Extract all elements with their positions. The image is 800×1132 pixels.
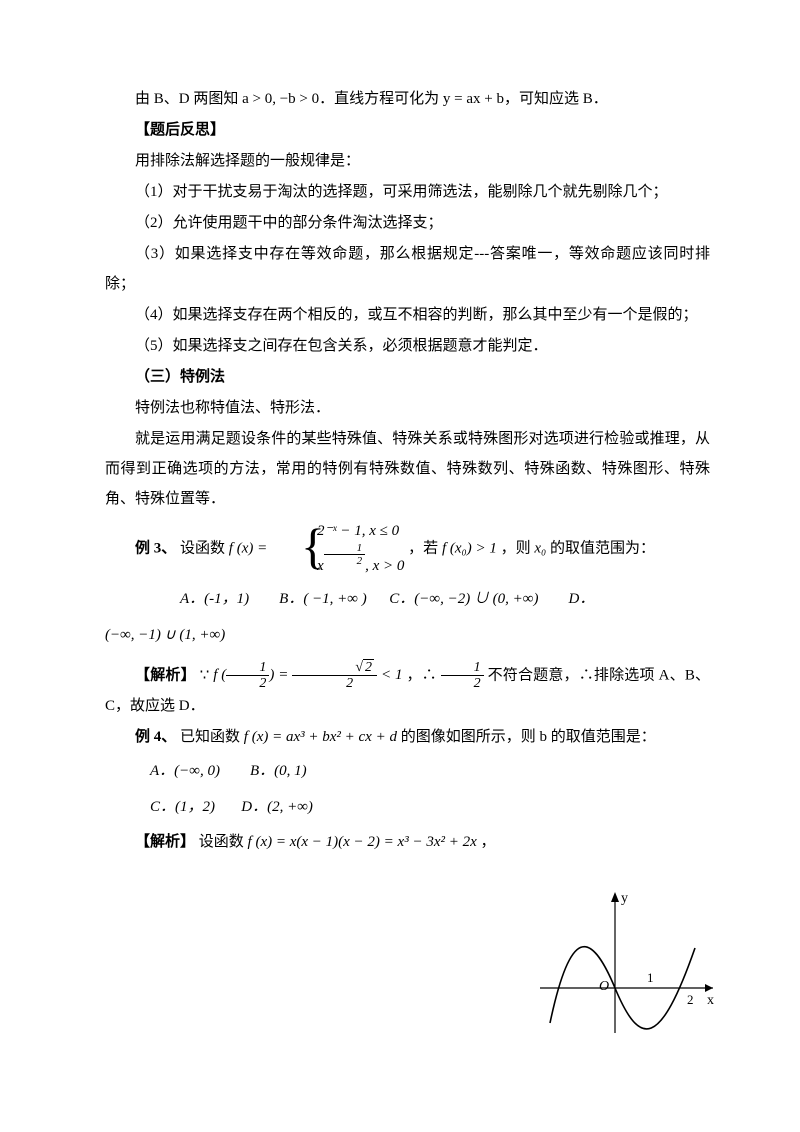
solution-4-label: 【解析】 [135,834,195,850]
option-c: C．(−∞, −2) ∪ (0, +∞) [389,591,538,607]
solution-3-half: 12 [441,660,484,692]
example-4-label: 例 4、 [135,729,176,745]
solution-3-label: 【解析】 [135,667,196,683]
example-4-post: 的图像如图所示，则 b 的取值范围是： [401,729,656,745]
example-4-options-row2: C．(1，2) D．(2, +∞) [105,792,710,824]
example-3-post: ，则 [501,540,535,556]
left-brace-icon: { [271,518,325,574]
example-4-pre: 已知函数 [180,729,244,745]
para-special-desc: 就是运用满足题设条件的某些特殊值、特殊关系或特殊图形对选项进行检验或推理，从而得… [105,424,710,514]
solution-3-expr: f (12) = 22 < 1 [213,667,406,683]
solution-4: 【解析】 设函数 f (x) = x(x − 1)(x − 2) = x³ − … [105,827,710,857]
example-3-options: A．(-1，1) B．( −1, +∞ ) C．(−∞, −2) ∪ (0, +… [105,584,710,616]
option-4c: C．(1，2) [150,799,215,815]
option-4b: B．(0, 1) [250,763,307,779]
heading-section-3: （三）特例法 [105,362,710,392]
para-conclusion: 由 B、D 两图知 a > 0, −b > 0．直线方程可化为 y = ax +… [105,84,710,114]
example-4-fx: f (x) = ax³ + bx² + cx + d [244,729,397,745]
heading-reflection: 【题后反思】 [105,115,710,145]
option-4a: A．(−∞, 0) [150,763,220,779]
example-3-fx0: f (x₀) > 1 [442,540,497,556]
example-3-fx: f (x) = [229,540,271,556]
origin-label: O [599,979,609,994]
cubic-graph-figure: y x O 1 2 [535,888,720,1038]
solution-3-pre: ∵ [200,667,213,683]
solution-4-pre: 设函数 [199,834,248,850]
x-axis-arrow-icon [705,984,713,992]
solution-4-fx: f (x) = x(x − 1)(x − 2) = x³ − 3x² + 2x [248,834,477,850]
example-3: 例 3、 设函数 f (x) = { 2⁻ˣ − 1, x ≤ 0 x12, x… [105,522,710,576]
example-3-mid: ，若 [408,540,442,556]
piecewise-function: { 2⁻ˣ − 1, x ≤ 0 x12, x > 0 [271,522,404,576]
para-rule-4: （4）如果选择支存在两个相反的，或互不相容的判断，那么其中至少有一个是假的； [105,300,710,330]
option-a: A．(-1，1) [180,591,249,607]
option-4d: D．(2, +∞) [241,799,313,815]
solution-3-mid1: ，∴ [406,667,440,683]
example-3-label: 例 3、 [135,540,176,556]
example-3-option-d-cont: (−∞, −1) ∪ (1, +∞) [105,620,710,650]
solution-4-post: ， [481,834,496,850]
example-3-pre: 设函数 [180,540,229,556]
y-axis-label: y [621,891,628,906]
example-4-options-row1: A．(−∞, 0) B．(0, 1) [105,756,710,788]
para-special-intro: 特例法也称特值法、特形法． [105,393,710,423]
y-axis-arrow-icon [611,892,619,902]
para-rule-2: （2）允许使用题干中的部分条件淘汰选择支； [105,208,710,238]
para-rule-5: （5）如果选择支之间存在包含关系，必须根据题意才能判定． [105,331,710,361]
solution-3: 【解析】 ∵ f (12) = 22 < 1 ，∴ 12 不符合题意，∴排除选项… [105,660,710,722]
x-axis-label: x [707,993,714,1008]
cubic-graph-svg: y x O 1 2 [535,888,720,1038]
para-intro: 用排除法解选择题的一般规律是： [105,146,710,176]
para-rule-1: （1）对于干扰支易于淘汰的选择题，可采用筛选法，能剔除几个就先剔除几个； [105,177,710,207]
example-4: 例 4、 已知函数 f (x) = ax³ + bx² + cx + d 的图像… [105,722,710,752]
tick-2-label: 2 [687,992,694,1007]
option-b: B．( −1, +∞ ) [279,591,367,607]
para-rule-3: （3）如果选择支中存在等效命题，那么根据规定---答案唯一，等效命题应该同时排除… [105,239,710,299]
tick-1-label: 1 [647,970,654,985]
example-3-end: 的取值范围为： [550,540,655,556]
example-3-x0: x₀ [534,540,546,556]
option-d: D． [569,591,595,607]
